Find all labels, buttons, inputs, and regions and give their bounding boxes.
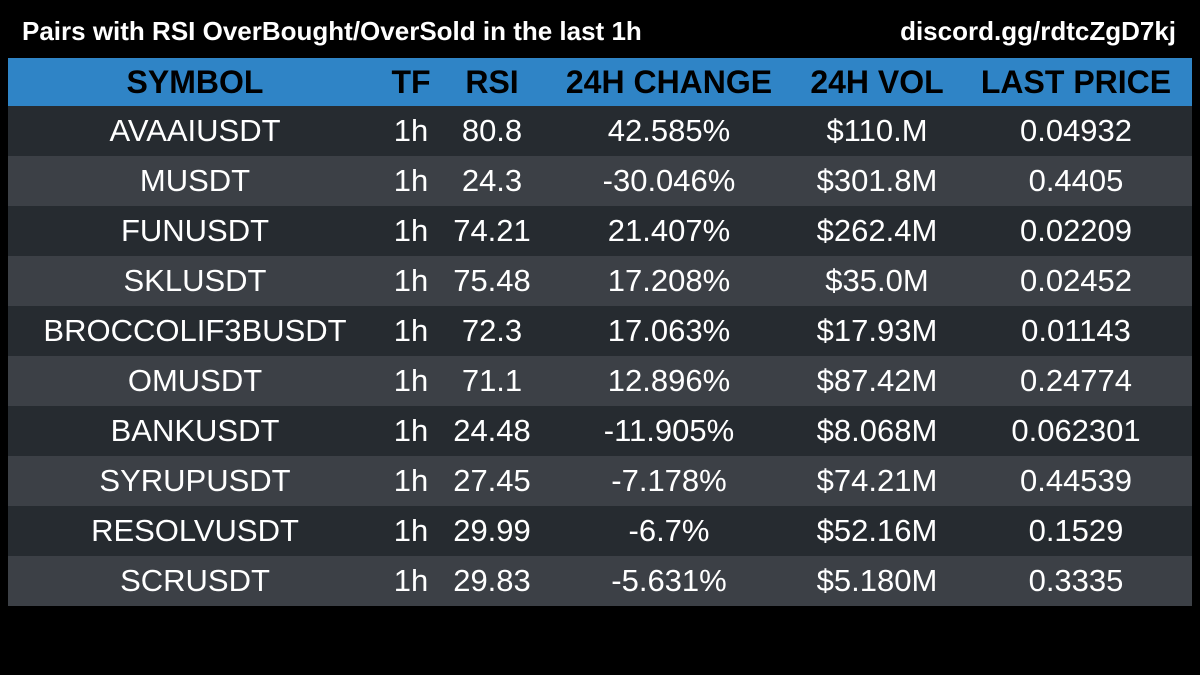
symbol-cell: BANKUSDT xyxy=(110,413,280,448)
discord-link[interactable]: discord.gg/rdtcZgD7kj xyxy=(900,16,1176,46)
rsi-cell: 27.45 xyxy=(453,463,531,498)
table-row[interactable]: BROCCOLIF3BUSDT 1h 72.3 17.063% $17.93M … xyxy=(8,306,1192,356)
volume-cell: $35.0M xyxy=(825,263,929,298)
symbol-cell: MUSDT xyxy=(139,163,251,198)
table-row[interactable]: SYRUPUSDT 1h 27.45 -7.178% $74.21M 0.445… xyxy=(8,456,1192,506)
column-header-symbol[interactable]: SYMBOL xyxy=(126,63,264,100)
price-cell: 0.04932 xyxy=(1019,113,1133,148)
rsi-cell: 71.1 xyxy=(461,363,523,398)
rsi-cell: 29.83 xyxy=(453,563,531,598)
rsi-cell: 74.21 xyxy=(453,213,531,248)
column-header-24h-vol[interactable]: 24H VOL xyxy=(810,63,944,100)
table-row[interactable]: OMUSDT 1h 71.1 12.896% $87.42M 0.24774 xyxy=(8,356,1192,406)
price-cell: 0.01143 xyxy=(1021,313,1131,348)
change-cell: -11.905% xyxy=(603,413,735,448)
change-cell: -5.631% xyxy=(611,563,727,598)
column-header-rsi[interactable]: RSI xyxy=(465,63,519,100)
change-cell: 17.208% xyxy=(607,263,731,298)
tf-cell: 1h xyxy=(393,463,429,498)
tf-cell: 1h xyxy=(393,263,429,298)
volume-cell: $301.8M xyxy=(816,163,938,198)
tf-cell: 1h xyxy=(393,163,429,198)
price-cell: 0.02452 xyxy=(1019,263,1133,298)
rsi-cell: 75.48 xyxy=(453,263,531,298)
table-header-row: SYMBOL TF RSI 24H CHANGE 24H VOL LAST PR… xyxy=(8,58,1192,106)
tf-cell: 1h xyxy=(393,413,429,448)
tf-cell: 1h xyxy=(393,113,429,148)
volume-cell: $74.21M xyxy=(816,463,938,498)
rsi-cell: 24.48 xyxy=(453,413,531,448)
rsi-cell: 72.3 xyxy=(461,313,523,348)
volume-cell: $17.93M xyxy=(816,313,938,348)
title-bar: Pairs with RSI OverBought/OverSold in th… xyxy=(0,0,1200,58)
symbol-cell: FUNUSDT xyxy=(120,213,270,248)
change-cell: -7.178% xyxy=(611,463,727,498)
tf-cell: 1h xyxy=(393,363,429,398)
table-row[interactable]: FUNUSDT 1h 74.21 21.407% $262.4M 0.02209 xyxy=(8,206,1192,256)
change-cell: 17.063% xyxy=(607,313,731,348)
change-cell: -6.7% xyxy=(628,513,710,548)
page-title: Pairs with RSI OverBought/OverSold in th… xyxy=(22,16,642,46)
column-header-24h-change[interactable]: 24H CHANGE xyxy=(565,63,773,100)
rsi-table: SYMBOL TF RSI 24H CHANGE 24H VOL LAST PR… xyxy=(8,58,1192,606)
volume-cell: $8.068M xyxy=(816,413,938,448)
price-cell: 0.4405 xyxy=(1028,163,1124,198)
table-row[interactable]: AVAAIUSDT 1h 80.8 42.585% $110.M 0.04932 xyxy=(8,106,1192,156)
volume-cell: $5.180M xyxy=(816,563,938,598)
volume-cell: $110.M xyxy=(826,113,928,148)
symbol-cell: RESOLVUSDT xyxy=(91,513,299,548)
volume-cell: $87.42M xyxy=(816,363,938,398)
symbol-cell: SKLUSDT xyxy=(123,263,267,298)
price-cell: 0.44539 xyxy=(1019,463,1133,498)
tf-cell: 1h xyxy=(393,563,429,598)
tf-cell: 1h xyxy=(393,513,429,548)
rsi-cell: 29.99 xyxy=(453,513,531,548)
change-cell: 21.407% xyxy=(607,213,731,248)
tf-cell: 1h xyxy=(393,313,429,348)
price-cell: 0.3335 xyxy=(1028,563,1124,598)
column-header-tf[interactable]: TF xyxy=(391,63,431,100)
change-cell: -30.046% xyxy=(602,163,736,198)
table-row[interactable]: SKLUSDT 1h 75.48 17.208% $35.0M 0.02452 xyxy=(8,256,1192,306)
price-cell: 0.062301 xyxy=(1011,413,1141,448)
change-cell: 42.585% xyxy=(607,113,731,148)
table-row[interactable]: RESOLVUSDT 1h 29.99 -6.7% $52.16M 0.1529 xyxy=(8,506,1192,556)
rsi-cell: 24.3 xyxy=(461,163,523,198)
symbol-cell: SCRUSDT xyxy=(120,563,270,598)
table-row[interactable]: SCRUSDT 1h 29.83 -5.631% $5.180M 0.3335 xyxy=(8,556,1192,606)
volume-cell: $52.16M xyxy=(816,513,938,548)
price-cell: 0.24774 xyxy=(1019,363,1133,398)
symbol-cell: AVAAIUSDT xyxy=(109,113,281,148)
symbol-cell: SYRUPUSDT xyxy=(99,463,291,498)
price-cell: 0.02209 xyxy=(1019,213,1133,248)
table-row[interactable]: MUSDT 1h 24.3 -30.046% $301.8M 0.4405 xyxy=(8,156,1192,206)
symbol-cell: BROCCOLIF3BUSDT xyxy=(43,313,347,348)
volume-cell: $262.4M xyxy=(816,213,938,248)
table-row[interactable]: BANKUSDT 1h 24.48 -11.905% $8.068M 0.062… xyxy=(8,406,1192,456)
column-header-last-price[interactable]: LAST PRICE xyxy=(980,63,1172,100)
change-cell: 12.896% xyxy=(607,363,731,398)
symbol-cell: OMUSDT xyxy=(127,363,263,398)
rsi-cell: 80.8 xyxy=(461,113,523,148)
price-cell: 0.1529 xyxy=(1028,513,1124,548)
tf-cell: 1h xyxy=(393,213,429,248)
